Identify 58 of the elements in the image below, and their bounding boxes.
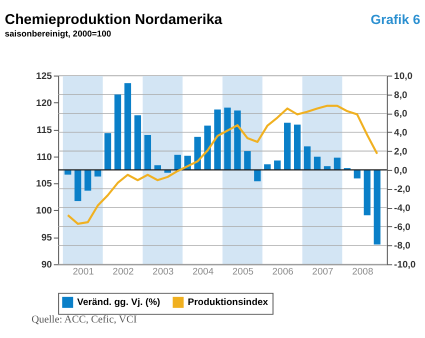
bar	[124, 83, 132, 170]
bar	[234, 110, 241, 170]
bar	[84, 170, 92, 191]
source-note: Quelle: ACC, Cefic, VCI	[31, 314, 138, 326]
bar	[214, 110, 221, 170]
bar	[254, 170, 261, 182]
bar	[274, 160, 281, 170]
bar	[104, 133, 112, 170]
y-tick-label: 115	[36, 124, 53, 136]
x-tick-label: 2003	[152, 266, 174, 278]
x-tick-label: 2004	[192, 266, 214, 278]
y-tick-label: 120	[36, 98, 52, 109]
y2-tick-label: -4,0	[394, 203, 410, 214]
bar	[154, 165, 161, 170]
y-tick-label: 105	[36, 178, 53, 190]
bar	[174, 154, 181, 170]
y2-tick-label: 2,0	[394, 146, 408, 158]
legend-label: Veränd. gg. Vj. (%)	[77, 297, 160, 308]
y2-tick-label: -2,0	[394, 184, 410, 196]
y-tick-label: 90	[41, 260, 52, 271]
bar	[144, 135, 152, 170]
chart-subtitle: saisonbereinigt, 2000=100	[4, 28, 112, 39]
text: Grafik 6	[370, 12, 420, 28]
x-tick-label: 2001	[72, 266, 94, 278]
bar	[304, 146, 311, 170]
bar	[334, 158, 341, 170]
bar	[134, 115, 142, 170]
y-tick-label: 95	[41, 232, 53, 244]
y2-tick-label: 6,0	[394, 108, 408, 120]
bar	[374, 170, 380, 244]
bar	[204, 126, 211, 170]
chart-title: Chemieproduktion Nordamerika	[4, 12, 224, 28]
x-tick-label: 2002	[112, 266, 134, 278]
x-tick-label: 2005	[232, 266, 254, 278]
legend-label: Produktionsindex	[188, 297, 269, 308]
bar	[74, 170, 82, 202]
y-tick-label: 125	[36, 70, 53, 82]
line-series	[66, 104, 378, 225]
bar	[314, 156, 321, 170]
bar	[244, 151, 251, 170]
bar	[294, 124, 301, 170]
x-tick-label: 2008	[352, 266, 374, 278]
bar	[114, 94, 122, 170]
y2-tick-label: 4,0	[394, 128, 408, 139]
y2-tick-label: 8,0	[394, 90, 408, 101]
y2-tick-label: -8,0	[394, 240, 410, 252]
y2-tick-label: -6,0	[394, 222, 410, 233]
x-tick-label: 2007	[312, 266, 334, 278]
x-tick-label: 2006	[272, 266, 294, 278]
bar	[284, 122, 291, 170]
y2-tick-label: 10,0	[394, 70, 413, 82]
y2-tick-label: -10,0	[394, 260, 416, 271]
y2-tick-label: 0,0	[394, 165, 408, 176]
y-tick-label: 110	[36, 152, 52, 163]
bar	[224, 108, 231, 170]
bar	[354, 170, 361, 178]
y-tick-label: 100	[36, 206, 52, 217]
bar	[364, 170, 370, 216]
